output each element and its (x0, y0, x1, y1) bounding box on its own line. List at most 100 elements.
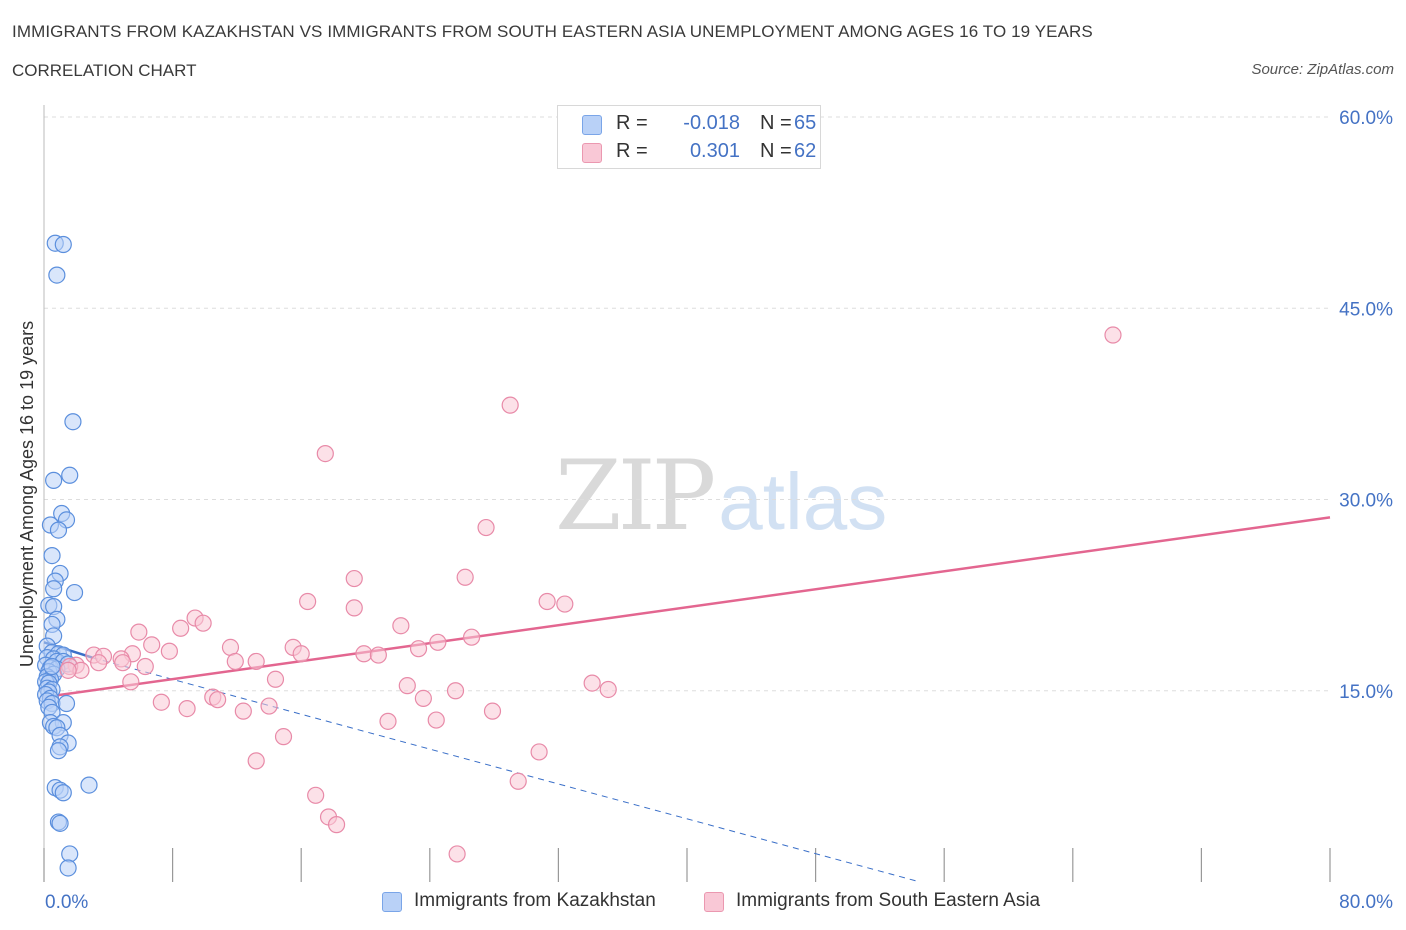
se-asia-point (327, 816, 346, 834)
se-asia-point (530, 743, 548, 761)
kazakhstan-point (48, 266, 66, 284)
se-asia-point (209, 691, 227, 709)
kazakhstan-point (61, 466, 79, 484)
se-asia-point (307, 786, 325, 804)
x-tick-label: 80.0% (1339, 892, 1393, 913)
se-asia-point (172, 619, 190, 637)
se-asia-point (122, 673, 140, 691)
se-asia-point (316, 445, 334, 463)
axes-layer (43, 105, 1331, 882)
correlation-legend: R = -0.018 N = 65 R = 0.301 N = 62 (557, 105, 821, 169)
legend-swatch-blue (582, 115, 602, 135)
se-asia-point (160, 642, 178, 660)
se-asia-point (260, 697, 278, 715)
se-asia-point (345, 599, 363, 617)
legend-swatch-pink (582, 143, 602, 163)
se-asia-point (1104, 326, 1122, 344)
se-asia-point (292, 645, 310, 663)
se-asia-point (226, 652, 244, 671)
se-asia-point (178, 699, 196, 718)
kazakhstan-point (80, 776, 98, 794)
legend-r-value: 0.301 (689, 140, 740, 162)
se-asia-point (409, 640, 428, 658)
se-asia-point (369, 646, 387, 664)
legend-n-value: 65 (794, 112, 817, 134)
se-asia-point (509, 772, 527, 790)
se-asia-point (456, 568, 474, 586)
se-asia-point (130, 623, 148, 641)
y-axis-title: Unemployment Among Ages 16 to 19 years (17, 321, 37, 667)
legend-r-value: -0.018 (683, 112, 740, 134)
bottom-legend-swatch-blue (382, 892, 402, 912)
kazakhstan-point (49, 521, 68, 539)
y-tick-label: 15.0% (1339, 682, 1393, 703)
y-tick-label: 30.0% (1339, 491, 1393, 512)
kazakhstan-point (43, 546, 61, 565)
kazakhstan-point (49, 742, 68, 760)
se-asia-point (556, 595, 574, 613)
points-layer (37, 234, 1122, 877)
legend-r-label: R = (616, 140, 648, 162)
kazakhstan-point (57, 694, 76, 713)
chart-subtitle: CORRELATION CHART (12, 61, 197, 80)
grid-layer (44, 116, 1330, 692)
se-asia-trend-line (43, 516, 1331, 699)
se-asia-point (448, 845, 466, 863)
se-asia-point (90, 654, 108, 672)
kazakhstan-point (59, 859, 77, 877)
se-asia-point (247, 752, 265, 770)
source-credit: Source: ZipAtlas.com (1251, 61, 1394, 78)
watermark-zip: ZIP (555, 440, 716, 552)
se-asia-point (299, 592, 317, 611)
se-asia-point (427, 711, 445, 729)
legend-n-label: N = (760, 140, 792, 162)
chart-title: IMMIGRANTS FROM KAZAKHSTAN VS IMMIGRANTS… (12, 22, 1093, 41)
se-asia-point (583, 674, 601, 692)
y-tick-label: 60.0% (1339, 108, 1393, 129)
se-asia-point (143, 636, 161, 654)
kazakhstan-point (45, 471, 63, 489)
se-asia-point (429, 633, 447, 651)
y-tick-label: 45.0% (1339, 299, 1393, 320)
kazakhstan-point (64, 413, 82, 431)
kazakhstan-point (65, 583, 84, 602)
kazakhstan-point (54, 235, 72, 254)
se-asia-point (446, 682, 465, 700)
se-asia-point (247, 652, 265, 671)
se-asia-point (114, 654, 132, 672)
se-asia-point (234, 702, 252, 720)
kazakhstan-point (43, 657, 61, 676)
trend-layer (43, 516, 1331, 883)
kazakhstan-point (51, 814, 69, 832)
kazakhstan-point (45, 580, 63, 598)
bottom-legend-swatch-pink (704, 892, 724, 912)
kazakhstan-point (54, 784, 72, 802)
se-asia-point (462, 628, 481, 646)
se-asia-point (398, 677, 416, 695)
se-asia-point (392, 617, 410, 635)
se-asia-point (59, 661, 77, 679)
se-asia-point (152, 693, 170, 711)
bottom-legend-label: Immigrants from Kazakhstan (414, 890, 656, 911)
bottom-legend-label: Immigrants from South Eastern Asia (736, 890, 1041, 911)
watermark: ZIPatlas (555, 440, 887, 552)
x-tick-label: 0.0% (45, 892, 88, 913)
se-asia-point (501, 396, 519, 414)
se-asia-point (538, 592, 556, 611)
labels-layer: 15.0% 30.0% 45.0% 60.0% 0.0% 80.0% Unemploymen… (17, 108, 1393, 913)
se-asia-point (414, 689, 432, 708)
legend-r-label: R = (616, 112, 648, 134)
se-asia-point (599, 680, 617, 699)
se-asia-point (483, 702, 502, 720)
watermark-atlas: atlas (718, 457, 888, 546)
se-asia-point (274, 728, 293, 746)
se-asia-point (266, 670, 285, 688)
se-asia-point (355, 645, 373, 663)
legend-n-label: N = (760, 112, 792, 134)
se-asia-point (136, 657, 154, 676)
se-asia-point (345, 569, 363, 588)
legend-n-value: 62 (794, 140, 817, 162)
se-asia-point (477, 518, 495, 537)
se-asia-point (194, 614, 212, 632)
